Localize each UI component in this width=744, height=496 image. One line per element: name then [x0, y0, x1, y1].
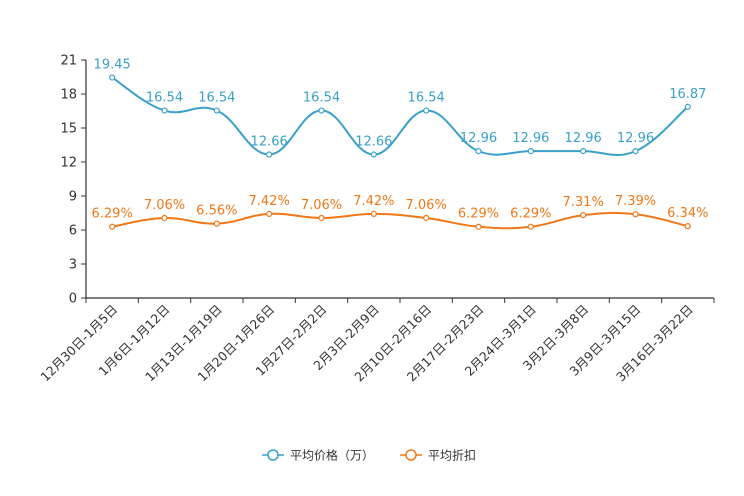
data-label: 12.96 — [617, 131, 654, 146]
data-point[interactable] — [109, 223, 116, 230]
data-point[interactable] — [580, 212, 587, 219]
data-label: 7.39% — [615, 194, 656, 209]
x-axis: 12月30日-1月5日1月6日-1月12日1月13日-1月19日1月20日-1月… — [37, 297, 715, 384]
data-point[interactable] — [213, 107, 220, 114]
data-point[interactable] — [632, 148, 639, 155]
data-label: 7.31% — [563, 195, 604, 210]
data-label: 12.96 — [512, 131, 549, 146]
data-point[interactable] — [370, 151, 377, 158]
data-point[interactable] — [161, 214, 168, 222]
data-label: 7.06% — [144, 198, 185, 213]
data-point[interactable] — [475, 223, 482, 230]
data-point[interactable] — [318, 107, 325, 114]
legend-marker-icon — [267, 449, 279, 461]
data-label: 12.66 — [355, 135, 392, 150]
data-label: 16.54 — [146, 91, 183, 106]
y-tick-label: 9 — [69, 190, 77, 205]
data-point[interactable] — [527, 223, 534, 230]
data-point[interactable] — [213, 220, 220, 227]
data-point[interactable] — [109, 74, 116, 81]
y-tick-label: 6 — [69, 224, 77, 239]
data-point[interactable] — [266, 210, 273, 218]
data-label: 16.54 — [408, 91, 445, 106]
data-point[interactable] — [423, 214, 430, 222]
data-label: 12.96 — [460, 131, 497, 146]
data-label: 6.29% — [92, 207, 133, 222]
legend-label: 平均价格（万） — [290, 448, 374, 463]
data-label: 7.06% — [301, 198, 342, 213]
data-label: 16.54 — [303, 91, 340, 106]
data-label: 12.96 — [565, 131, 602, 146]
data-label: 12.66 — [251, 135, 288, 150]
series-1: 19.45 16.54 16.54 12.66 16.54 12.66 16.54 12.96… — [94, 58, 706, 158]
data-point[interactable] — [266, 151, 273, 158]
series-2: 6.29% 7.06% 6.56% 7.42% 7.06% 7.42% 7.06% 6.29%… — [92, 194, 708, 230]
data-point[interactable] — [423, 107, 430, 114]
data-point[interactable] — [684, 103, 691, 110]
y-tick-label: 21 — [60, 54, 77, 69]
data-label: 7.42% — [249, 194, 290, 209]
data-point[interactable] — [632, 211, 639, 218]
y-tick-label: 18 — [60, 88, 77, 103]
y-tick-label: 12 — [60, 156, 77, 171]
data-label: 6.29% — [510, 207, 551, 222]
data-label: 19.45 — [94, 58, 131, 73]
data-label: 6.34% — [667, 206, 708, 221]
data-label: 16.54 — [198, 91, 235, 106]
y-axis: 0 3 6 9 12 15 18 21 — [60, 54, 87, 307]
data-point[interactable] — [318, 214, 325, 222]
data-point[interactable] — [527, 148, 534, 155]
legend-item-2[interactable]: 平均折扣 — [400, 448, 476, 463]
series-layer: 19.45 16.54 16.54 12.66 16.54 12.66 16.54 12.96… — [92, 58, 708, 230]
y-tick-label: 0 — [69, 292, 77, 307]
legend-label: 平均折扣 — [428, 448, 476, 463]
data-point[interactable] — [370, 210, 377, 218]
legend[interactable]: 平均价格（万） 平均折扣 — [262, 448, 476, 463]
data-point[interactable] — [580, 148, 587, 155]
data-label: 7.06% — [406, 198, 447, 213]
legend-item-1[interactable]: 平均价格（万） — [262, 448, 374, 463]
legend-marker-icon — [405, 449, 417, 461]
data-label: 6.56% — [196, 204, 237, 219]
data-label: 7.42% — [353, 194, 394, 209]
data-point[interactable] — [475, 148, 482, 155]
y-tick-label: 15 — [60, 122, 77, 137]
data-point[interactable] — [684, 223, 691, 230]
data-label: 16.87 — [669, 87, 706, 102]
series-line — [112, 211, 689, 230]
data-point[interactable] — [161, 107, 168, 114]
data-label: 6.29% — [458, 207, 499, 222]
y-tick-label: 3 — [69, 258, 77, 273]
